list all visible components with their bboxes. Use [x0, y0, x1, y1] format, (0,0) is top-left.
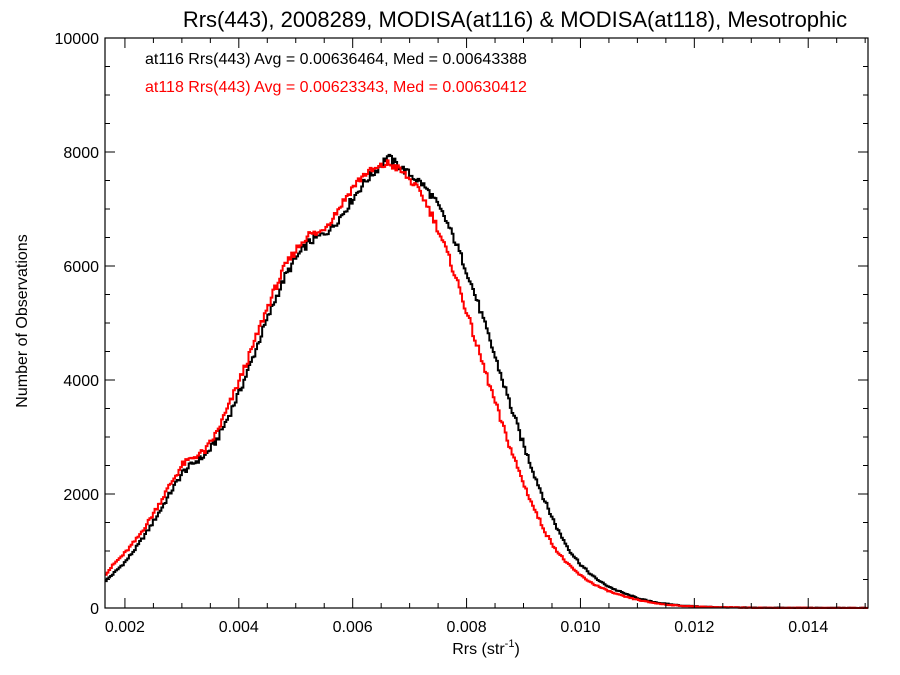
x-tick-label: 0.006 [333, 619, 373, 636]
x-axis-label-main: Rrs (str [452, 641, 505, 658]
x-tick-label: 0.012 [674, 619, 714, 636]
x-axis-label-sup: -1 [505, 638, 515, 650]
x-tick-label: 0.008 [447, 619, 487, 636]
y-axis-label: Number of Observations [14, 234, 31, 407]
x-tick-label: 0.004 [219, 619, 259, 636]
series-layer [105, 153, 868, 609]
legend-entry-at116: at116 Rrs(443) Avg = 0.00636464, Med = 0… [145, 51, 527, 68]
legend-entry-at118: at118 Rrs(443) Avg = 0.00623343, Med = 0… [145, 79, 527, 96]
x-tick-label: 0.002 [105, 619, 145, 636]
x-axis-label-close: ) [514, 641, 519, 658]
series-line-at116 [105, 153, 868, 609]
y-tick-label: 6000 [63, 259, 99, 276]
y-tick-label: 4000 [63, 373, 99, 390]
x-axis-label: Rrs (str-1) [452, 638, 520, 658]
y-tick-label: 10000 [55, 31, 100, 48]
y-tick-label: 2000 [63, 487, 99, 504]
x-tick-label: 0.014 [788, 619, 828, 636]
x-tick-label: 0.010 [560, 619, 600, 636]
series-line-at118 [105, 159, 868, 609]
ticks-layer: 0.002 0.004 0.006 0.008 0.010 0.012 0.014 0 2000… [55, 31, 868, 636]
chart-title: Rrs(443), 2008289, MODISA(at116) & MODIS… [183, 7, 847, 32]
y-tick-label: 0 [90, 601, 99, 618]
y-tick-label: 8000 [63, 145, 99, 162]
